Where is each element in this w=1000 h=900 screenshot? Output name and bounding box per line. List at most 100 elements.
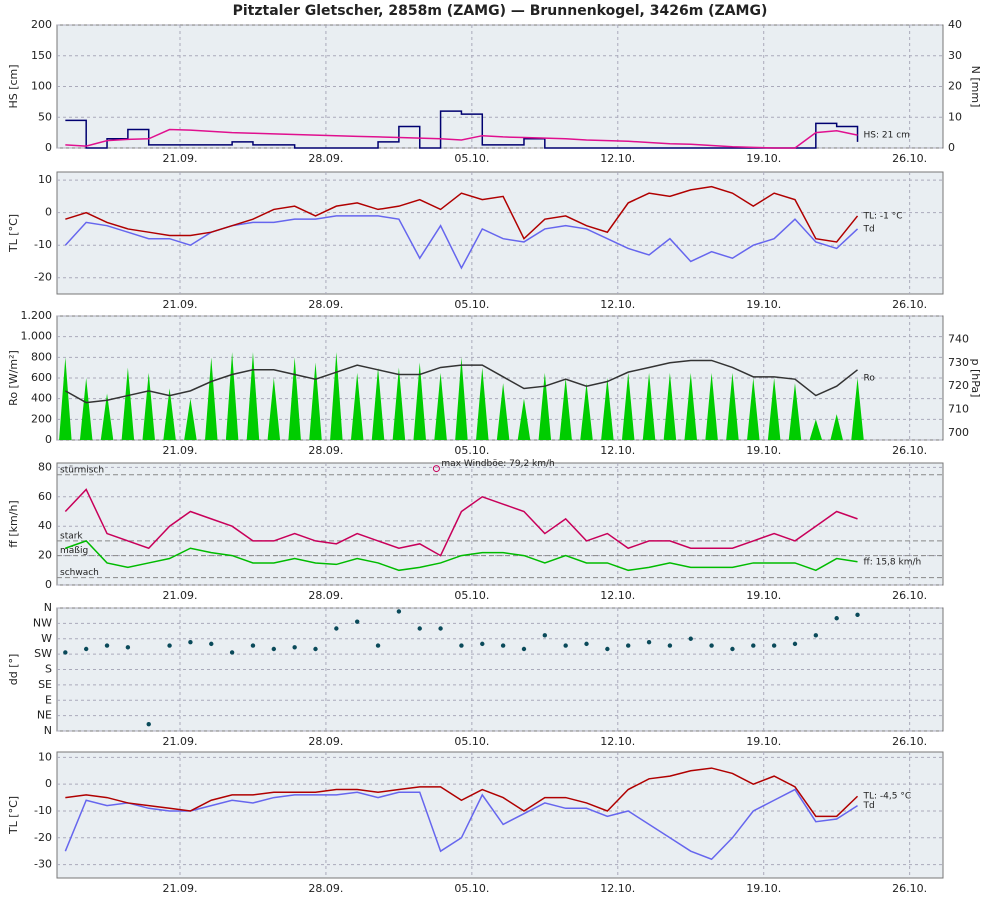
x-tick-label: 21.09. [162,589,197,602]
x-tick-label: 12.10. [600,444,635,457]
series-line [64,215,859,270]
x-tick-label: 19.10. [746,444,781,457]
x-tick-label: 21.09. [162,735,197,748]
y-tick-label: -20 [34,831,52,844]
radiation-spike [79,378,93,440]
plot-area [56,462,944,586]
wind-dir-point [83,646,89,652]
radiation-spike [184,398,197,440]
wind-dir-point [646,639,652,645]
x-tick-label: 05.10. [454,298,489,311]
x-tick-label: 28.09. [308,298,343,311]
y-tick-label: 800 [31,350,52,363]
radiation-spike [225,352,239,440]
wind-dir-point [771,643,777,648]
wind-dir-point [542,633,548,638]
y-tick-label: 1.200 [21,309,53,322]
radiation-spike [559,378,572,440]
series-line [65,540,858,572]
wind-dir-point [396,609,402,614]
y2-tick-label: 740 [948,332,969,345]
radiation-spike [413,362,426,440]
y-tick-label: W [41,632,52,645]
wind-dir-point [480,641,485,647]
x-tick-label: 26.10. [892,444,927,457]
x-tick-label: 19.10. [746,882,781,895]
wind-dir-point [229,650,235,655]
y-tick-label: 0 [45,433,52,446]
end-label: HS: 21 cm [864,131,910,141]
series-line [65,767,859,818]
x-tick-label: 05.10. [454,589,489,602]
wind-dir-point [500,643,506,648]
y-tick-label: E [45,693,52,706]
wind-dir-point [730,646,735,652]
series-line [65,185,859,243]
y-tick-label: SW [34,647,52,660]
radiation-spike [267,378,281,440]
x-tick-label: 12.10. [600,882,635,895]
radiation-spike [767,378,781,440]
wind-dir-point [63,650,68,655]
y-tick-label: 80 [38,460,52,473]
radiation-spike [455,357,468,440]
wind-dir-point [375,643,381,648]
max-gust-label: max Windböe: 79,2 km/h [441,459,554,469]
y-tick-label: 0 [45,777,52,790]
radiation-spike [350,372,364,440]
level-label: stürmisch [60,465,104,475]
y2-tick-label: 710 [948,403,969,416]
radiation-spike [288,357,301,440]
level-label: stark [60,531,83,541]
level-label: mäßig [60,546,88,556]
radiation-spike [747,378,760,440]
chart-title: Pitztaler Gletscher, 2858m (ZAMG) — Brun… [233,3,768,19]
x-tick-label: 05.10. [454,735,489,748]
wind-dir-point [209,641,214,647]
y2-tick-label: 40 [948,18,962,31]
radiation-spike [121,367,135,440]
wind-dir-point [667,643,673,648]
y-tick-label: 150 [31,49,52,62]
radiation-spike [851,378,864,440]
radiation-spike [705,372,718,440]
radiation-spike [517,398,531,440]
wind-dir-point [250,643,256,648]
x-tick-label: 26.10. [892,152,927,165]
y-tick-label: 20 [38,549,52,562]
x-tick-label: 05.10. [454,152,489,165]
x-tick-label: 28.09. [308,735,343,748]
y-tick-label: -10 [34,238,52,251]
x-tick-label: 12.10. [600,298,635,311]
wind-dir-point [188,639,193,645]
y-axis-label: TL [°C] [7,796,20,835]
y2-tick-label: 700 [948,426,969,439]
radiation-spike [142,372,155,440]
radiation-spike [476,367,489,440]
y2-axis-label: p [hPa] [969,359,982,398]
y-tick-label: S [45,663,52,676]
y2-tick-label: 30 [948,49,962,62]
x-tick-label: 12.10. [600,152,635,165]
y-tick-label: 400 [31,392,52,405]
wind-dir-point [584,641,589,647]
end-label: Ro [864,374,876,384]
wind-dir-point [521,646,527,652]
x-tick-label: 21.09. [162,882,197,895]
radiation-spike [684,372,698,440]
x-tick-label: 19.10. [746,589,781,602]
x-tick-label: 26.10. [892,882,927,895]
y-axis-label: ff [km/h] [7,500,20,547]
wind-dir-point [834,616,839,621]
series-line [65,110,859,149]
x-tick-label: 26.10. [892,298,927,311]
wind-dir-point [792,641,798,647]
radiation-spike [434,372,447,440]
y-tick-label: N [44,724,52,737]
radiation-spike [496,383,510,440]
radiation-spike [788,383,802,440]
x-tick-label: 21.09. [162,152,197,165]
x-tick-label: 21.09. [162,444,197,457]
y-tick-label: 40 [38,519,52,532]
y-tick-label: 600 [31,371,52,384]
